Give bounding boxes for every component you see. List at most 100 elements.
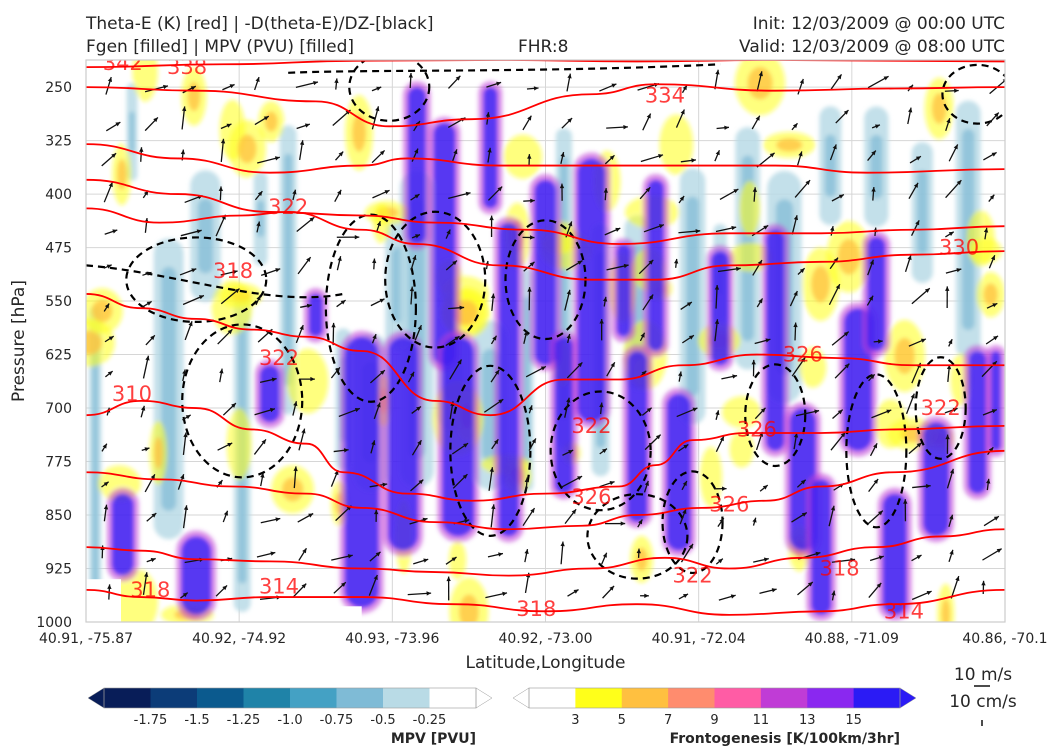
wind-vector-head	[945, 434, 950, 440]
wind-vector-head	[566, 397, 571, 403]
wind-vector-head	[418, 479, 424, 485]
wind-vector-head	[227, 442, 233, 447]
wind-vector-head	[751, 359, 756, 365]
fgen-band	[181, 536, 212, 615]
colorbar-tick-label: 15	[845, 713, 862, 728]
fgen-band	[766, 229, 785, 451]
wind-vector-head	[691, 158, 696, 163]
wind-vector-head	[832, 144, 837, 150]
fgen-shade	[281, 477, 304, 502]
wind-vector-head	[838, 194, 844, 199]
mpv-shade	[129, 111, 135, 153]
wind-vector-head	[382, 482, 388, 487]
wind-vector-head	[843, 331, 849, 337]
wind-vector-head	[577, 362, 583, 368]
y-axis-title: Pressure [hPa]	[9, 280, 29, 402]
wind-vector-head	[682, 480, 687, 486]
wind-vector-head	[771, 588, 777, 593]
wind-vector-head	[183, 432, 188, 438]
x-axis-title: Latitude,Longitude	[466, 653, 626, 673]
wind-vector-head	[571, 509, 577, 515]
theta-e-label: 326	[571, 485, 611, 509]
colorbar-tick-label: -1.25	[227, 713, 261, 728]
wind-vector-head	[680, 109, 685, 115]
wind-vector-head	[256, 221, 261, 227]
wind-vector-head	[877, 339, 883, 344]
y-tick-label: 850	[45, 508, 72, 524]
wind-vector-head	[638, 519, 643, 525]
colorbar-swatch	[575, 688, 623, 708]
fgen-band	[442, 336, 475, 537]
wind-vector-head	[948, 339, 953, 345]
colorbar-swatch	[807, 688, 855, 708]
wind-vector-head	[347, 554, 353, 559]
wind-vector-head	[106, 264, 112, 269]
fgen-shade	[894, 337, 915, 374]
wind-vector-head	[986, 478, 991, 484]
wind-vector-head	[878, 510, 883, 516]
ddz-contour	[586, 493, 689, 580]
fgen-shade	[211, 279, 253, 335]
wind-vector-head	[376, 402, 381, 408]
wind-vector-head	[379, 150, 385, 156]
fgen-shade	[459, 594, 479, 622]
wind-vector-head	[269, 407, 275, 413]
wind-vector-head	[527, 154, 532, 159]
colorbar-arrow	[512, 687, 530, 709]
theta-e-contour	[86, 143, 1005, 174]
wind-vector-head	[229, 84, 235, 89]
x-tick-label: 40.91, -75.87	[39, 631, 133, 647]
wind-vector-head	[792, 123, 798, 129]
wind-vector-head	[993, 516, 999, 521]
y-tick-label: 550	[45, 294, 72, 310]
wind-vector-head	[924, 288, 930, 293]
theta-e-label: 326	[737, 417, 777, 441]
colorbar-swatch	[714, 688, 762, 708]
colorbar-tick-label: 7	[664, 713, 672, 728]
wind-vector-head	[731, 225, 737, 231]
wind-vector-head	[990, 255, 996, 261]
wind-vector-head	[611, 83, 617, 88]
wind-vector-head	[800, 357, 806, 363]
wind-vector-head	[379, 298, 385, 303]
wind-vector-head	[462, 474, 468, 479]
wind-vector-head	[793, 291, 798, 297]
wind-vector-head	[682, 509, 687, 515]
wind-vector-head	[454, 336, 460, 341]
wind-vector-head	[293, 466, 298, 472]
wind-vector-head	[308, 513, 314, 518]
wind-vector-head	[801, 512, 807, 517]
colorbar-swatch	[760, 688, 808, 708]
wind-vector-head	[417, 325, 422, 331]
wind-vector-head	[926, 590, 932, 595]
wind-vector-head	[840, 432, 846, 438]
wind-vector-head	[417, 440, 422, 446]
wind-vector-head	[760, 407, 766, 413]
wind-vector-head	[227, 329, 233, 335]
wind-vector-head	[765, 338, 771, 343]
wind-vector-head	[464, 518, 470, 524]
theta-e-label: 322	[259, 346, 299, 370]
theta-e-label: 334	[645, 84, 685, 108]
wind-vector-head	[623, 263, 629, 269]
wind-vector-head	[223, 510, 228, 516]
wind-vector-head	[993, 335, 999, 341]
wind-vector-head	[752, 517, 757, 523]
y-tick-label: 325	[45, 134, 72, 150]
fgen-band	[811, 479, 832, 615]
wind-vector-head	[426, 591, 432, 596]
colorbar-tick-label: -1.75	[134, 713, 168, 728]
wind-vector-head	[830, 226, 835, 231]
wind-vector-head	[577, 476, 583, 481]
wind-vector-head	[150, 474, 155, 480]
init-time: Init: 12/03/2009 @ 00:00 UTC	[752, 14, 1005, 34]
wind-vector-head	[540, 366, 546, 371]
ddz-contour	[449, 364, 532, 537]
wind-vector-head	[736, 266, 741, 272]
fgen-shade	[966, 210, 996, 268]
wind-vector-head	[983, 227, 989, 233]
wind-vector-head	[641, 370, 647, 376]
ddz-contour	[914, 356, 967, 460]
wind-vector-head	[271, 377, 277, 382]
wind-vector-head	[183, 505, 189, 511]
